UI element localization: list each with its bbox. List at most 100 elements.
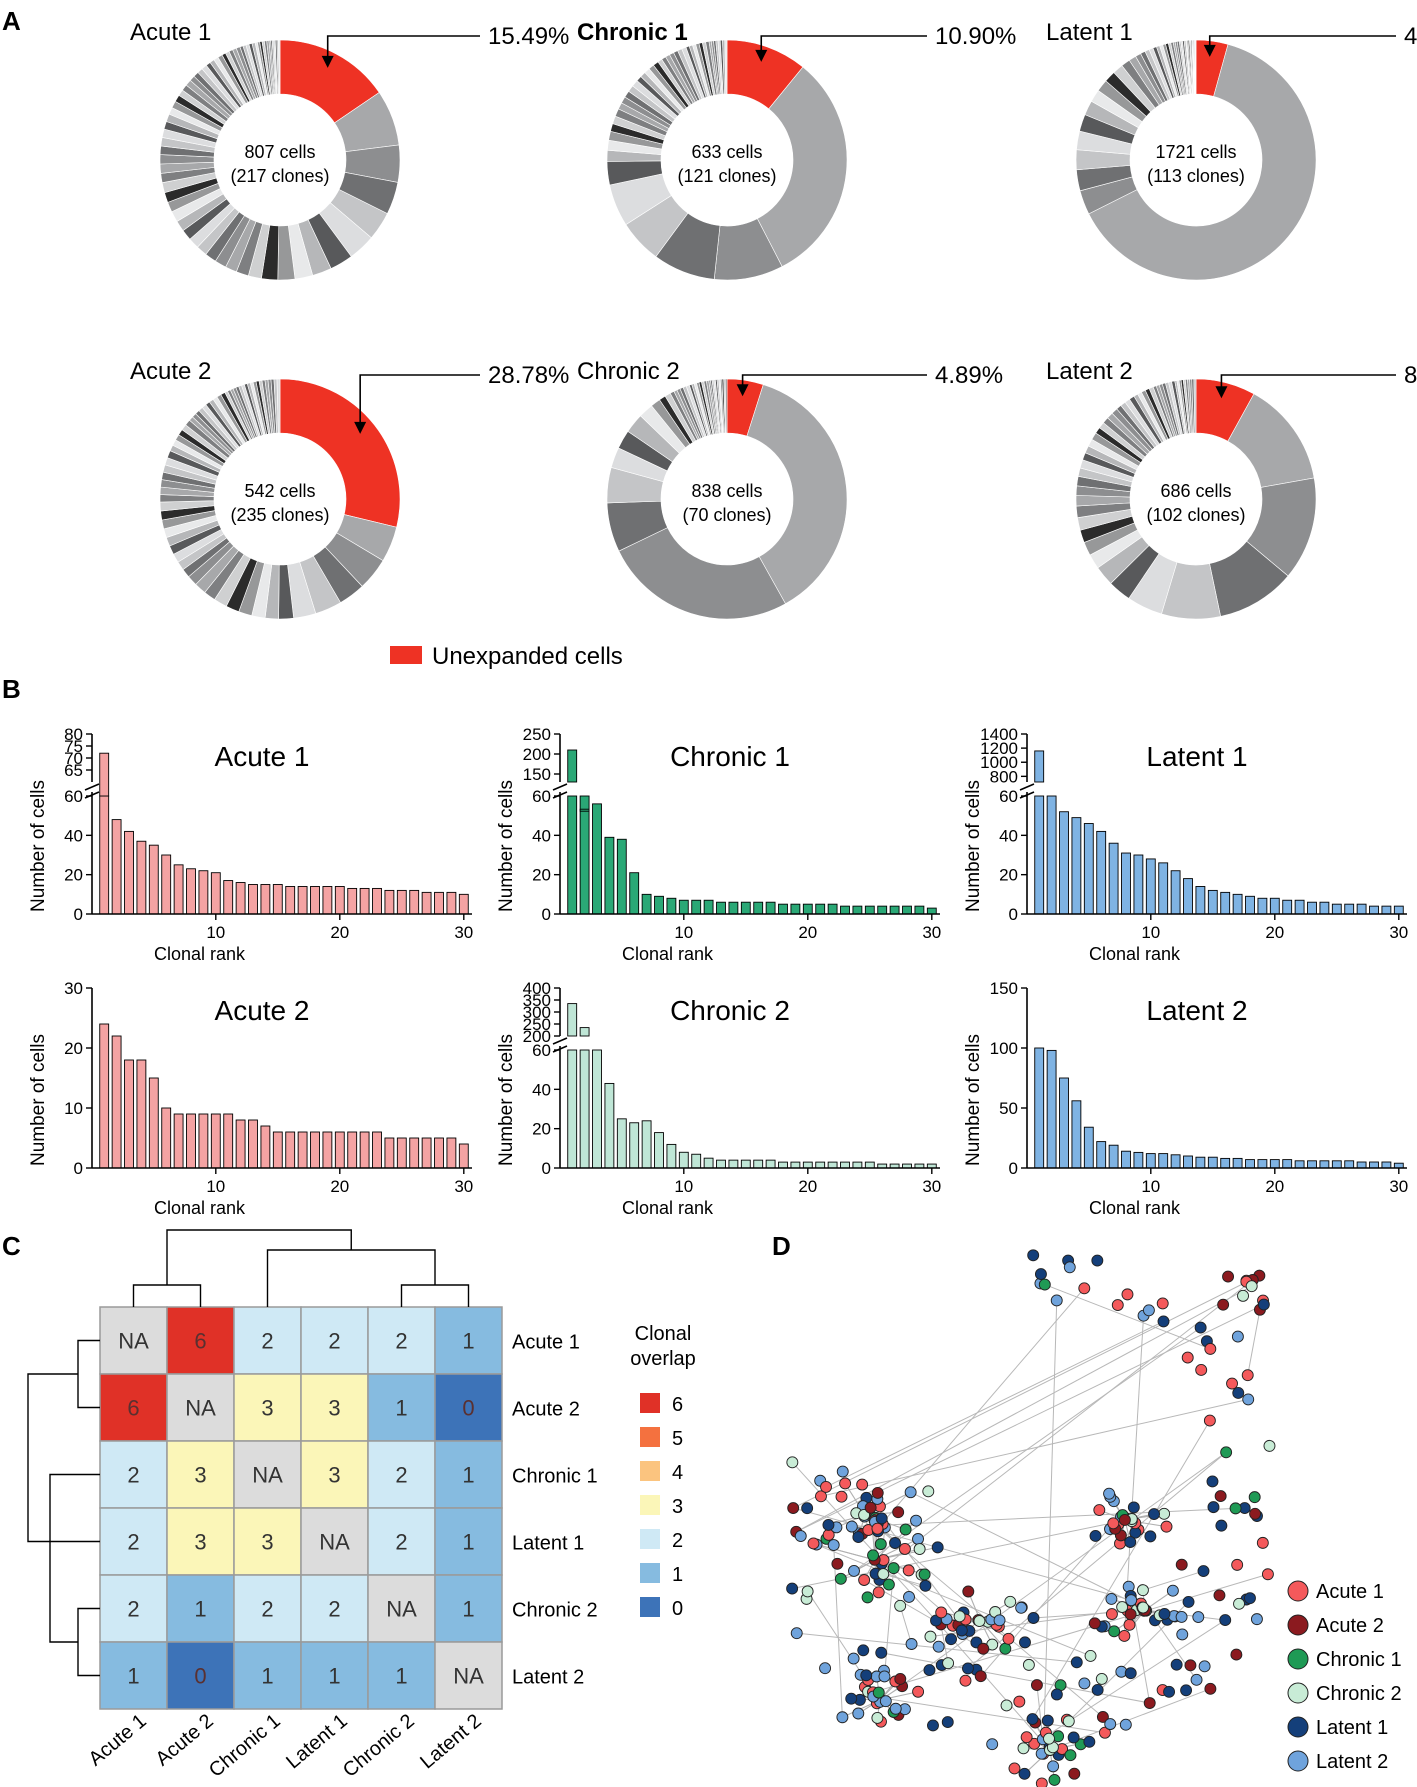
network-edge	[795, 1285, 1252, 1533]
donut-cells-count: 1721 cells	[1155, 142, 1236, 162]
bar	[827, 903, 838, 915]
network-node	[1213, 1589, 1226, 1602]
x-tick-label: 20	[798, 923, 817, 942]
network-node	[918, 1568, 931, 1581]
bar-upper-segment	[567, 1003, 578, 1037]
row-dendrogram-branch	[49, 1473, 100, 1643]
network-node	[887, 1562, 900, 1575]
heatmap-cell	[233, 1507, 302, 1576]
y-tick-label: 60	[532, 1041, 551, 1060]
network-node	[1105, 1608, 1118, 1621]
panel-a-donuts: Acute 1 15.49% 807 cells (217 clones) Chroni…	[130, 19, 1417, 620]
bar	[198, 1113, 209, 1169]
network-node	[1111, 1299, 1124, 1312]
network-node	[1256, 1536, 1269, 1549]
bar-chart-title: Acute 1	[215, 741, 310, 772]
network-node	[1068, 1767, 1081, 1780]
network-legend-label: Acute 1	[1316, 1581, 1384, 1603]
heatmap-col-label: Chronic 1	[205, 1710, 285, 1782]
heatmap-cell-value: 0	[194, 1664, 206, 1689]
column-dendrogram-branch	[132, 1284, 202, 1307]
network-node	[1182, 1595, 1195, 1608]
heatmap-legend-swatch	[640, 1563, 660, 1583]
bar	[765, 901, 776, 915]
y-tick-label: 0	[1009, 905, 1018, 924]
network-node	[904, 1486, 917, 1499]
heatmap-cell-value: 3	[261, 1530, 273, 1555]
x-tick-label: 20	[798, 1177, 817, 1196]
bar	[926, 907, 937, 915]
bar	[654, 895, 664, 915]
bar	[372, 1131, 382, 1169]
network-node	[1004, 1595, 1017, 1608]
bar	[1108, 1144, 1119, 1169]
heatmap-cell-value: NA	[118, 1329, 149, 1354]
y-tick-label: 300	[523, 1003, 551, 1022]
bar	[297, 1131, 308, 1169]
network-node	[787, 1502, 800, 1514]
bar	[1319, 901, 1330, 915]
donut-title: Chronic 2	[577, 358, 680, 385]
panel-d-network	[786, 1249, 1276, 1787]
y-tick-label: 65	[64, 761, 83, 780]
heatmap-cell-value: 6	[127, 1396, 139, 1421]
network-node	[927, 1719, 939, 1732]
heatmap-cell-value: NA	[185, 1396, 216, 1421]
y-tick-label: 0	[542, 905, 551, 924]
network-node	[1124, 1608, 1137, 1621]
heatmap-cell-value: 1	[395, 1664, 407, 1689]
bar	[1207, 1156, 1218, 1169]
bar	[1282, 899, 1293, 915]
network-legend-label: Chronic 1	[1316, 1649, 1402, 1671]
heatmap-cell	[233, 1574, 302, 1643]
network-legend-label: Acute 2	[1316, 1615, 1384, 1637]
bar	[678, 1151, 689, 1169]
network-node	[1215, 1519, 1228, 1532]
y-tick-label: 20	[64, 1039, 83, 1058]
donut-slice-clone	[756, 66, 848, 267]
heatmap-col-label: Acute 2	[152, 1710, 218, 1770]
bar	[1245, 895, 1255, 915]
bar	[99, 795, 110, 915]
bar	[198, 870, 209, 915]
bar	[579, 795, 590, 915]
network-node	[1103, 1487, 1116, 1500]
bar	[1331, 1160, 1342, 1169]
network-node	[1143, 1697, 1156, 1709]
donut-legend: Unexpanded cells	[390, 643, 623, 670]
heatmap-cell	[434, 1440, 503, 1509]
network-node	[856, 1478, 869, 1491]
network-edge	[1142, 1570, 1204, 1591]
network-node	[801, 1585, 814, 1598]
network-node	[1250, 1613, 1263, 1626]
donut-slice-clone	[1088, 43, 1317, 281]
bar-chart-title: Latent 2	[1146, 995, 1247, 1026]
network-node	[1083, 1735, 1096, 1748]
bar	[409, 889, 420, 915]
network-node	[1241, 1369, 1254, 1382]
network-node	[1123, 1618, 1136, 1631]
heatmap-cell-value: 2	[395, 1329, 407, 1354]
bar	[1294, 899, 1305, 915]
bar-upper-segment	[579, 1027, 590, 1037]
bar	[1096, 830, 1107, 915]
network-node	[852, 1707, 865, 1720]
donut-unexpanded-pct: 8.02%	[1404, 362, 1417, 389]
bar	[1393, 905, 1404, 915]
heatmap-cell	[166, 1641, 235, 1710]
y-tick-label: 0	[1009, 1159, 1018, 1178]
bar	[666, 897, 677, 915]
network-legend-marker	[1287, 1716, 1309, 1738]
bar	[1381, 1161, 1392, 1169]
network-node	[999, 1642, 1012, 1655]
bar	[1232, 1157, 1243, 1169]
bar	[914, 905, 925, 915]
bar-upper-segment	[579, 808, 590, 812]
bar-upper-segment	[567, 749, 578, 783]
y-tick-label: 40	[532, 826, 551, 845]
network-node	[1176, 1628, 1189, 1641]
y-tick-label: 800	[990, 767, 1018, 786]
bar	[446, 1137, 457, 1169]
